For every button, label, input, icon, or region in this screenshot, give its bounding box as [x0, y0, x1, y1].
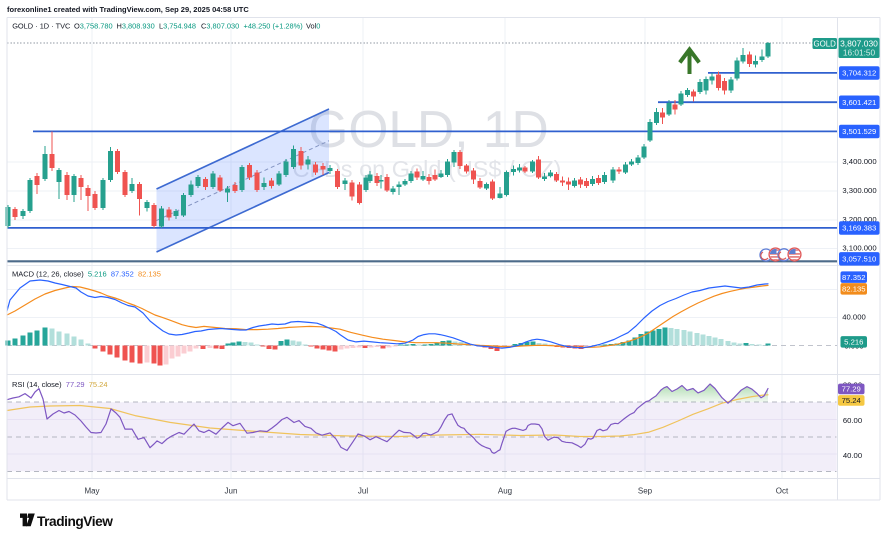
- svg-text:77.29: 77.29: [842, 385, 861, 394]
- svg-text:GOLD: GOLD: [814, 40, 837, 49]
- svg-text:GOLD, 1D: GOLD, 1D: [308, 100, 548, 158]
- svg-text:3,501.529: 3,501.529: [842, 127, 876, 136]
- svg-text:3,169.383: 3,169.383: [842, 224, 876, 233]
- svg-text:TradingView: TradingView: [37, 514, 113, 529]
- svg-text:5.216: 5.216: [844, 338, 863, 347]
- svg-text:3,807.030: 3,807.030: [840, 39, 878, 49]
- svg-text:60.00: 60.00: [843, 416, 862, 425]
- svg-text:40.00: 40.00: [843, 451, 862, 460]
- svg-text:Jul: Jul: [358, 487, 368, 496]
- svg-text:87.352: 87.352: [842, 273, 866, 282]
- svg-text:RSI (14, close) 77.29 75.24: RSI (14, close) 77.29 75.24: [12, 380, 108, 389]
- svg-text:MACD (12, 26, close) 5.216 8: MACD (12, 26, close) 5.216 87.352 82.135: [12, 269, 161, 278]
- svg-text:3,704.312: 3,704.312: [842, 69, 876, 78]
- svg-text:3,300.000: 3,300.000: [842, 186, 876, 195]
- svg-text:Jun: Jun: [225, 487, 238, 496]
- svg-text:75.24: 75.24: [842, 396, 862, 405]
- svg-text:Sep: Sep: [638, 487, 653, 496]
- svg-text:3,400.000: 3,400.000: [842, 157, 876, 166]
- svg-text:3,100.000: 3,100.000: [842, 244, 876, 253]
- svg-text:3,200.000: 3,200.000: [842, 215, 876, 224]
- svg-text:Aug: Aug: [498, 487, 512, 496]
- svg-text:May: May: [84, 487, 99, 496]
- svg-text:40.000: 40.000: [842, 313, 866, 322]
- svg-text:Oct: Oct: [776, 487, 789, 496]
- svg-text:3,057.510: 3,057.510: [842, 255, 876, 264]
- svg-text:forexonline1 created with Trad: forexonline1 created with TradingView.co…: [7, 5, 249, 14]
- svg-text:16:01:50: 16:01:50: [843, 48, 876, 58]
- svg-text:3,601.421: 3,601.421: [842, 98, 876, 107]
- svg-text:82.135: 82.135: [842, 285, 866, 294]
